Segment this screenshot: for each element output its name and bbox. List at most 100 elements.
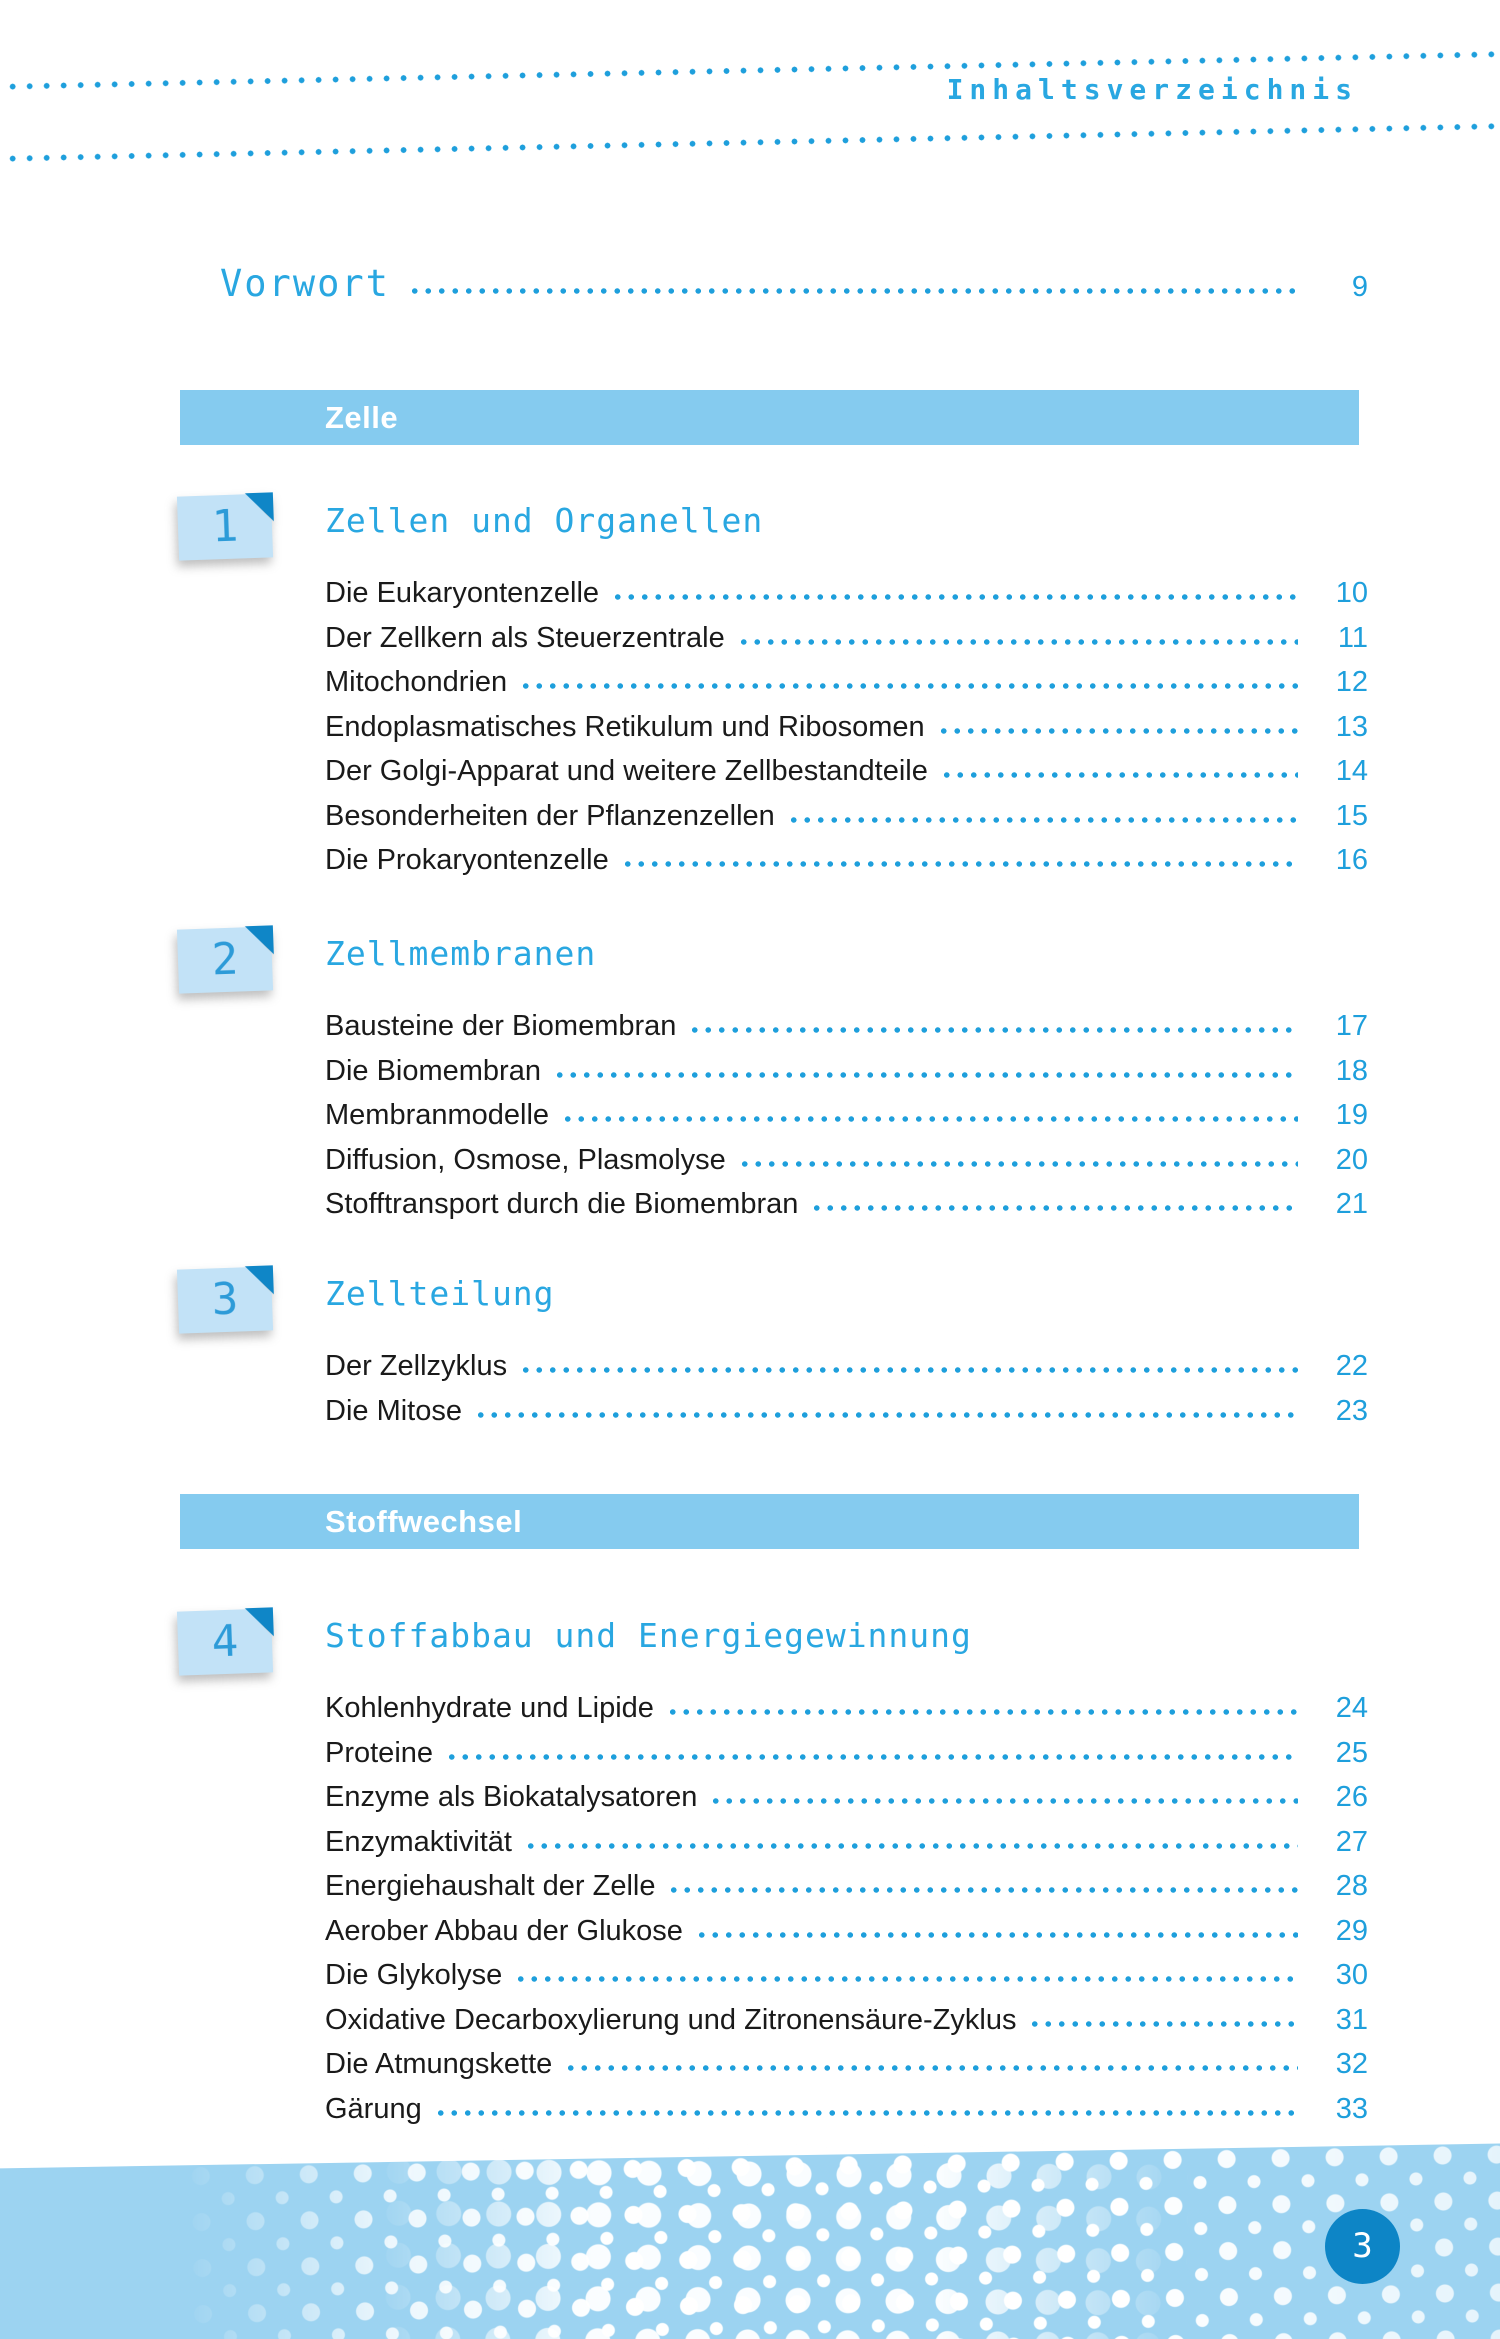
toc-entry: Proteine 25	[325, 1731, 1368, 1776]
header-dotted-line-bottom	[0, 120, 1500, 165]
chapter-entries: Der Zellzyklus 22 Die Mitose 23	[325, 1344, 1368, 1433]
entry-label: Der Golgi-Apparat und weitere Zellbestan…	[325, 755, 928, 787]
toc-entry: Diffusion, Osmose, Plasmolyse 20	[325, 1138, 1368, 1183]
dotted-leader	[709, 1796, 1298, 1806]
toc-entry: Bausteine der Biomembran 17	[325, 1004, 1368, 1049]
toc-entry: Der Golgi-Apparat und weitere Zellbestan…	[325, 749, 1368, 794]
entry-page-number: 10	[1335, 577, 1368, 609]
entry-page-number: 11	[1337, 621, 1368, 654]
dotted-leader	[1028, 2018, 1298, 2029]
entry-page-number: 30	[1335, 1959, 1368, 1991]
chapter-number: 2	[210, 933, 240, 986]
dotted-leader	[688, 1025, 1298, 1035]
chapter-entries: Die Eukaryontenzelle 10 Der Zellkern als S…	[325, 571, 1368, 883]
entry-label: Stofftransport durch die Biomembran	[325, 1188, 799, 1220]
part-title: Zelle	[325, 400, 399, 435]
entry-label: Die Eukaryontenzelle	[325, 577, 600, 609]
toc-entry: Membranmodelle 19	[325, 1093, 1368, 1138]
chapter-1: 1 Zellen und Organellen Die Eukaryontenzel…	[325, 495, 1368, 883]
entry-label: Die Atmungskette	[325, 2048, 553, 2080]
entry-page-number: 32	[1335, 2048, 1368, 2080]
chapter-number-badge: 2	[177, 926, 273, 993]
footer-decoration	[0, 2140, 1500, 2339]
dotted-leader	[564, 2063, 1298, 2073]
dotted-leader	[939, 770, 1298, 780]
toc-entry: Enzymaktivität 27	[325, 1820, 1368, 1865]
chapter-3: 3 Zellteilung Der Zellzyklus 22 Die Mitose 23	[325, 1268, 1368, 1433]
toc-entry: Besonderheiten der Pflanzenzellen 15	[325, 794, 1368, 839]
page-number-circle: 3	[1325, 2209, 1400, 2284]
chapter-entries: Bausteine der Biomembran 17 Die Biomembran…	[325, 1004, 1368, 1227]
entry-page-number: 29	[1335, 1914, 1368, 1947]
dotted-leader	[620, 859, 1298, 869]
dotted-leader	[519, 1365, 1298, 1375]
dotted-leader	[407, 286, 1298, 296]
entry-label: Aerober Abbau der Glukose	[325, 1914, 683, 1947]
entry-label: Endoplasmatisches Retikulum und Ribosome…	[325, 710, 925, 743]
chapter-4: 4 Stoffabbau und Energiegewinnung Kohlenhy…	[325, 1610, 1368, 2131]
part-bar: Stoffwechsel	[180, 1494, 1359, 1549]
dotted-leader	[445, 1751, 1298, 1762]
entry-page-number: 31	[1335, 2003, 1368, 2036]
entry-page-number: 13	[1335, 710, 1368, 743]
entry-page-number: 25	[1335, 1736, 1368, 1769]
chapter-number: 1	[210, 500, 240, 553]
page-title: Inhaltsverzeichnis	[946, 73, 1358, 106]
entry-page-number: 15	[1335, 799, 1368, 832]
dotted-leader	[665, 1707, 1298, 1717]
halftone-band	[0, 2142, 1500, 2339]
dotted-leader	[936, 725, 1298, 736]
chapter-number-badge: 1	[177, 493, 273, 560]
toc-entry: Mitochondrien 12	[325, 660, 1368, 705]
part-bar: Zelle	[180, 390, 1359, 445]
entry-label: Kohlenhydrate und Lipide	[325, 1692, 654, 1724]
entry-label: Enzyme als Biokatalysatoren	[325, 1781, 698, 1813]
entry-label: Energiehaushalt der Zelle	[325, 1870, 656, 1902]
entry-label: Oxidative Decarboxylierung und Zitronens…	[325, 2003, 1017, 2036]
chapter-number-badge: 3	[177, 1266, 273, 1333]
chapter-2: 2 Zellmembranen Bausteine der Biomembran 17…	[325, 928, 1368, 1227]
toc-entry: Enzyme als Biokatalysatoren 26	[325, 1775, 1368, 1820]
toc-entry: Kohlenhydrate und Lipide 24	[325, 1686, 1368, 1731]
toc-entry: Endoplasmatisches Retikulum und Ribosome…	[325, 705, 1368, 750]
dotted-leader	[667, 1885, 1298, 1895]
part-title: Stoffwechsel	[325, 1504, 523, 1539]
toc-entry: Die Glykolyse 30	[325, 1953, 1368, 1998]
entry-page-number: 20	[1335, 1143, 1368, 1176]
entry-page-number: 16	[1335, 844, 1368, 876]
entry-label: Der Zellzyklus	[325, 1350, 508, 1382]
dotted-leader	[552, 1069, 1298, 1080]
entry-label: Der Zellkern als Steuerzentrale	[325, 621, 725, 654]
dotted-leader	[611, 592, 1298, 602]
toc-entry: Gärung 33	[325, 2087, 1368, 2132]
entry-label: Diffusion, Osmose, Plasmolyse	[325, 1143, 726, 1176]
toc-entry: Energiehaushalt der Zelle 28	[325, 1864, 1368, 1909]
page-number: 3	[1352, 2226, 1373, 2266]
chapter-entries: Kohlenhydrate und Lipide 24 Proteine 25 Enzy…	[325, 1686, 1368, 2131]
entry-page-number: 23	[1335, 1394, 1368, 1427]
dotted-leader	[433, 2107, 1298, 2118]
entry-page-number: 21	[1335, 1188, 1368, 1220]
chapter-number: 3	[210, 1273, 240, 1326]
entry-label: Proteine	[325, 1736, 434, 1769]
entry-page-number: 18	[1335, 1054, 1368, 1087]
entry-label: Die Mitose	[325, 1394, 462, 1427]
entry-label: Enzymaktivität	[325, 1825, 512, 1858]
entry-page-number: 12	[1335, 666, 1368, 698]
entry-page-number: 26	[1335, 1781, 1368, 1813]
dotted-leader	[737, 1158, 1298, 1169]
entry-page-number: 14	[1335, 755, 1368, 787]
chapter-title: Stoffabbau und Energiegewinnung	[325, 1616, 972, 1655]
entry-label: Besonderheiten der Pflanzenzellen	[325, 799, 775, 832]
chapter-header: 1 Zellen und Organellen	[325, 495, 1368, 571]
entry-label: Membranmodelle	[325, 1099, 550, 1131]
entry-page-number: 19	[1335, 1099, 1368, 1131]
toc-entry: Der Zellkern als Steuerzentrale 11	[325, 616, 1368, 661]
entry-label: Die Glykolyse	[325, 1959, 503, 1991]
vorwort-label: Vorwort	[220, 262, 390, 305]
toc-entry: Aerober Abbau der Glukose 29	[325, 1909, 1368, 1954]
entry-label: Bausteine der Biomembran	[325, 1010, 677, 1042]
chapter-title: Zellteilung	[325, 1274, 555, 1313]
dotted-leader	[474, 1409, 1298, 1420]
